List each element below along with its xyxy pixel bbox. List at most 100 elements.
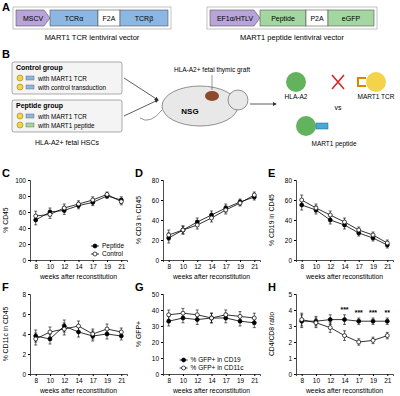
tcr-cell <box>366 72 386 92</box>
y-tick: 0 <box>288 257 296 264</box>
point <box>105 192 109 196</box>
y-tick-label: 20 <box>19 241 27 248</box>
vector-caption: MART1 TCR lentiviral vector <box>45 33 140 42</box>
part-label: TCRα <box>65 15 83 22</box>
y-axis-line <box>294 295 297 375</box>
panel-a: AMSCVTCRαF2ATCRβMART1 TCR lentiviral vec… <box>2 1 377 42</box>
error-bar <box>343 315 346 325</box>
y-axis: 012345 <box>288 291 296 378</box>
error-bar-cap <box>329 219 332 220</box>
x-tick-label: 14 <box>208 263 216 270</box>
y-tick-label: 40 <box>19 225 27 232</box>
x-tick: 14 <box>75 374 83 384</box>
y-tick-mark <box>161 220 163 221</box>
error-bar-cap <box>91 203 94 204</box>
error-bar <box>372 337 375 343</box>
error-bar-cap <box>181 322 184 323</box>
error-bar <box>106 324 109 334</box>
series-line <box>36 196 122 220</box>
cell-icon <box>17 113 23 119</box>
point <box>371 319 375 323</box>
error-bar-cap <box>63 212 66 213</box>
vector-icon <box>26 85 34 89</box>
y-tick-mark <box>161 310 163 311</box>
x-tick-label: 12 <box>194 263 202 270</box>
y-tick-label: 40 <box>152 307 160 314</box>
error-bar-cap <box>196 218 199 219</box>
hla-cell <box>286 72 306 92</box>
y-tick: 1 <box>288 355 296 362</box>
error-bar-cap <box>372 241 375 242</box>
y-tick: 80 <box>285 177 296 184</box>
error-bar-cap <box>196 221 199 222</box>
error-bar <box>253 194 256 200</box>
error-bar-cap <box>300 326 303 327</box>
legend: % GFP+ in CD19% GFP+ in CD11c <box>180 356 245 371</box>
group-line: with MART1 TCR <box>37 113 87 120</box>
x-tick: 17 <box>223 260 231 270</box>
y-tick-label: 5 <box>288 291 292 298</box>
y-tick-label: 10 <box>152 355 160 362</box>
point <box>167 233 171 237</box>
y-tick: 0 <box>288 371 296 378</box>
vector-part <box>260 10 306 26</box>
x-tick-label: 14 <box>208 377 216 384</box>
error-bar-cap <box>329 224 332 225</box>
error-bar-cap <box>63 320 66 321</box>
plot-area <box>167 308 257 327</box>
legend-marker <box>182 358 186 362</box>
error-bar-cap <box>167 240 170 241</box>
y-tick-label: 3 <box>288 323 292 330</box>
error-bar <box>239 199 242 205</box>
y-axis-line <box>161 295 164 375</box>
error-bar-cap <box>329 332 332 333</box>
x-axis-title: weeks after reconstitution <box>172 273 250 280</box>
error-bar-cap <box>77 208 80 209</box>
x-tick-label: 21 <box>118 377 126 384</box>
x-axis: 8101214171921 <box>31 374 128 384</box>
legend: PeptideControl <box>91 242 124 257</box>
error-bar <box>181 308 184 318</box>
error-bar-cap <box>253 313 256 314</box>
x-tick-label: 12 <box>327 263 335 270</box>
error-bar-cap <box>343 218 346 219</box>
error-bar <box>386 318 389 324</box>
y-tick: 2 <box>288 339 296 346</box>
error-bar-cap <box>386 246 389 247</box>
series-line <box>302 320 388 342</box>
plot-area <box>300 313 390 345</box>
error-bar-cap <box>77 321 80 322</box>
point <box>167 319 171 323</box>
y-tick-label: 20 <box>285 237 293 244</box>
part-label: Peptide <box>271 15 295 23</box>
error-bar-cap <box>314 327 317 328</box>
y-tick-mark <box>161 294 163 295</box>
error-bar <box>91 331 94 341</box>
error-bar-cap <box>34 330 37 331</box>
x-tick-label: 21 <box>118 263 126 270</box>
legend-item: Control <box>91 250 124 257</box>
y-tick-label: 0 <box>288 257 292 264</box>
y-axis-title: % CD3 in CD45 <box>135 196 142 244</box>
error-bar-cap <box>357 227 360 228</box>
cell-icon <box>17 84 23 90</box>
x-tick-label: 21 <box>251 263 259 270</box>
y-axis: 01020304050 <box>152 291 164 378</box>
hla-label: HLA-A2 <box>285 93 308 100</box>
y-tick-mark <box>28 196 30 197</box>
x-tick: 21 <box>251 374 259 384</box>
y-tick: 0 <box>22 257 30 264</box>
error-bar-cap <box>300 195 303 196</box>
y-tick-mark <box>294 342 296 343</box>
x-axis-title: weeks after reconstitution <box>39 387 117 394</box>
error-bar-cap <box>253 192 256 193</box>
point <box>210 316 214 320</box>
cell-icon <box>17 75 23 81</box>
error-bar-cap <box>386 338 389 339</box>
group-frame <box>12 100 122 132</box>
x-tick-label: 19 <box>370 377 378 384</box>
error-bar-cap <box>372 337 375 338</box>
x-tick: 14 <box>208 374 216 384</box>
error-bar-cap <box>196 324 199 325</box>
error-bar <box>329 211 332 219</box>
